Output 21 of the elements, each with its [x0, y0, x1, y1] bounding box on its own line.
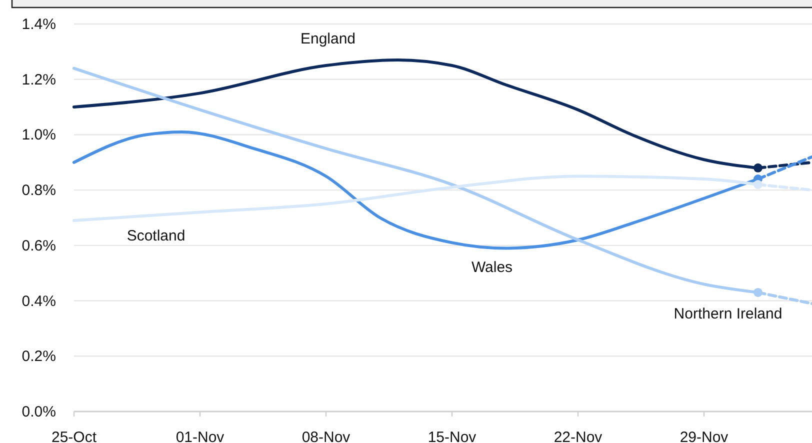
- series-label: Scotland: [126, 228, 186, 245]
- y-tick-label: 0.8%: [22, 182, 56, 200]
- y-tick-label: 0.4%: [22, 292, 56, 310]
- point: [754, 180, 762, 190]
- x-tick-label: 25-Oct: [51, 429, 98, 443]
- series-label: Northern Ireland: [674, 305, 782, 322]
- y-tick-label: 1.2%: [22, 71, 56, 88]
- y-tick-label: 0.2%: [22, 348, 56, 366]
- x-tick-label: 08-Nov: [302, 429, 351, 443]
- x-tick-label: 29-Nov: [680, 429, 729, 443]
- y-tick-label: 1.4%: [22, 16, 56, 33]
- series-label: Wales: [471, 259, 513, 276]
- y-tick-label: 1.0%: [22, 126, 56, 144]
- y-tick-label: 0.0%: [22, 404, 56, 420]
- x-tick-label: 15-Nov: [428, 429, 477, 443]
- x-tick-label: 22-Nov: [554, 429, 603, 443]
- x-tick-label: 01-Nov: [176, 429, 225, 443]
- point: [754, 288, 762, 297]
- series-label: England: [300, 30, 356, 48]
- point: [754, 163, 762, 172]
- y-tick-label: 0.6%: [22, 237, 56, 254]
